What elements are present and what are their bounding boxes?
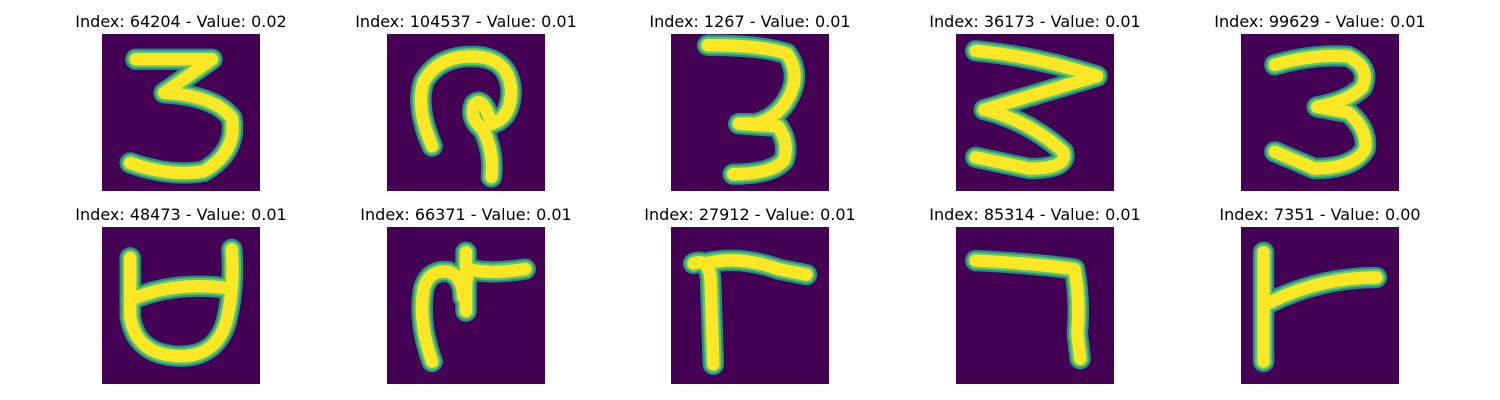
panel-title: Index: 104537 - Value: 0.01 [355, 12, 577, 31]
glyph-stroke-segment [1268, 49, 1372, 175]
glyph-stroke-segment [701, 39, 801, 181]
glyph-stroke-segment [124, 53, 239, 180]
panel-title: Index: 36173 - Value: 0.01 [929, 12, 1141, 31]
glyph-stroke [1252, 241, 1388, 373]
glyph-stroke-segment [1263, 271, 1383, 309]
glyph-stroke-segment [415, 262, 532, 368]
glyph-stroke-segment [124, 280, 238, 307]
digit-image [102, 34, 260, 191]
glyph-stroke-segment [414, 50, 518, 153]
glyph-stroke [682, 249, 818, 376]
glyph-stroke-segment [969, 254, 1087, 365]
glyph-stroke [119, 238, 244, 367]
digit-image [1241, 34, 1399, 191]
digit-image [671, 227, 829, 384]
panel-title: Index: 66371 - Value: 0.01 [360, 205, 572, 224]
panel-title: Index: 99629 - Value: 0.01 [1214, 12, 1426, 31]
digit-image [956, 34, 1114, 191]
glyph-stroke [411, 241, 536, 373]
panel-title: Index: 1267 - Value: 0.01 [649, 12, 851, 31]
image-background [671, 227, 829, 384]
digit-image [1241, 227, 1399, 384]
glyph-stroke [410, 45, 522, 188]
panel-title: Index: 27912 - Value: 0.01 [644, 205, 856, 224]
panel-title: Index: 64204 - Value: 0.02 [75, 12, 287, 31]
panel-title: Index: 48473 - Value: 0.01 [75, 205, 287, 224]
glyph-stroke [119, 48, 244, 184]
glyph-stroke [965, 249, 1091, 370]
panel-title: Index: 7351 - Value: 0.00 [1219, 205, 1421, 224]
glyph-stroke [965, 40, 1108, 180]
digit-image [387, 34, 545, 191]
glyph-stroke [1264, 45, 1377, 180]
digit-image [387, 227, 545, 384]
glyph-stroke-segment [466, 96, 499, 184]
panel-title: Index: 85314 - Value: 0.01 [929, 205, 1141, 224]
digit-image [102, 227, 260, 384]
digit-image [671, 34, 829, 191]
glyph-stroke-segment [969, 44, 1104, 175]
digit-image [956, 227, 1114, 384]
glyph-stroke [696, 34, 806, 185]
glyph-stroke-segment [698, 254, 813, 281]
